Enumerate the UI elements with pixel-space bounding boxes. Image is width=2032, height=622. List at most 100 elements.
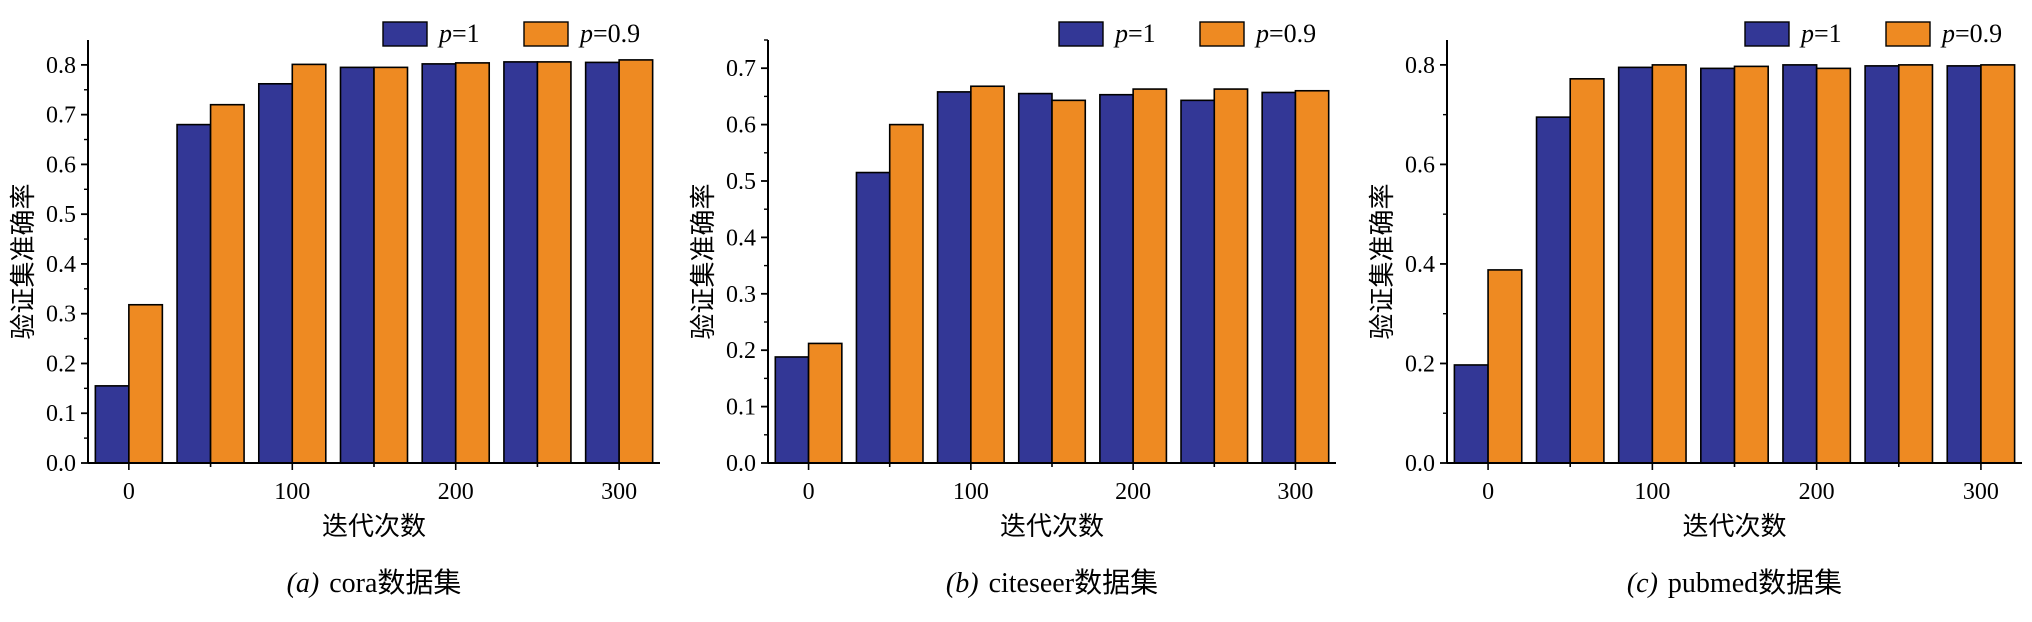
legend-p09-label: p=0.9 bbox=[578, 19, 640, 48]
y-tick-label: 0.4 bbox=[46, 252, 76, 278]
caption-dataset-name: citeseer bbox=[989, 568, 1075, 599]
chart-panel-2: 0.0 0.1 0.2 0.3 0.4 0.5 0.6 0.7 0 100 200 300 迭代次数 验证… bbox=[689, 19, 1336, 599]
chart-panel-1: 0.0 0.1 0.2 0.3 0.4 0.5 0.6 0.7 0.8 0 100 200 300 迭代次… bbox=[9, 19, 660, 599]
bar-p09-50 bbox=[888, 123, 924, 464]
x-tick-label: 0 bbox=[803, 479, 815, 505]
legend-var: p bbox=[437, 19, 452, 48]
bar-p09-250 bbox=[536, 61, 572, 464]
legend-p1-swatch bbox=[1058, 21, 1104, 47]
legend-p09-label: p=0.9 bbox=[1254, 19, 1316, 48]
bar-p09-0 bbox=[128, 303, 164, 464]
bar-p1-250 bbox=[1864, 65, 1900, 464]
bar-p09-300 bbox=[1294, 89, 1330, 464]
bar-p1-0 bbox=[1453, 364, 1489, 464]
x-tick-label: 300 bbox=[1963, 479, 1999, 505]
x-tick-label: 300 bbox=[1277, 479, 1313, 505]
bar-p1-150 bbox=[1700, 67, 1736, 464]
caption-panel-label: (b) bbox=[946, 568, 979, 599]
legend-p09-label: p=0.9 bbox=[1940, 19, 2002, 48]
legend-p1-swatch bbox=[1744, 21, 1790, 47]
x-axis-title: 迭代次数 bbox=[1000, 512, 1104, 541]
x-tick-label: 200 bbox=[1799, 479, 1835, 505]
y-tick-label: 0.7 bbox=[726, 56, 756, 82]
y-tick-label: 0.4 bbox=[1405, 252, 1435, 278]
bar-p09-150 bbox=[373, 66, 409, 464]
bar-p09-300 bbox=[1980, 64, 2016, 464]
x-tick-label: 100 bbox=[274, 479, 310, 505]
bar-p1-150 bbox=[1017, 92, 1053, 464]
bar-p09-150 bbox=[1051, 99, 1087, 464]
bar-p1-100 bbox=[936, 91, 972, 464]
bar-p09-100 bbox=[1651, 64, 1687, 464]
x-tick-label: 0 bbox=[1482, 479, 1494, 505]
y-tick-label: 0.6 bbox=[1405, 152, 1435, 178]
legend-p09-swatch bbox=[1199, 21, 1245, 47]
y-tick-label: 0.2 bbox=[1405, 351, 1435, 377]
x-tick-label: 100 bbox=[953, 479, 989, 505]
y-tick-label: 0.3 bbox=[46, 302, 76, 328]
caption-panel-label: (a) bbox=[287, 568, 320, 599]
bar-p1-200 bbox=[421, 63, 457, 464]
legend: p=1 p=0.9 bbox=[1744, 19, 2002, 48]
bar-p09-100 bbox=[970, 85, 1005, 464]
bar-p09-50 bbox=[1569, 78, 1605, 464]
bar-p09-100 bbox=[291, 63, 327, 464]
legend-value: =0.9 bbox=[1269, 19, 1316, 48]
y-axis-title: 验证集准确率 bbox=[689, 183, 718, 339]
x-tick-label: 100 bbox=[1634, 479, 1670, 505]
legend-value: =0.9 bbox=[593, 19, 640, 48]
caption-suffix: 数据集 bbox=[1074, 567, 1158, 599]
panel-caption: (c) pubmed数据集 bbox=[1627, 567, 1842, 599]
y-tick-label: 0.6 bbox=[726, 113, 756, 139]
bar-p1-100 bbox=[1617, 66, 1654, 464]
y-tick-label: 0.1 bbox=[726, 395, 756, 421]
x-tick-label: 200 bbox=[438, 479, 474, 505]
y-tick-label: 0.0 bbox=[726, 451, 756, 477]
y-tick-label: 0.5 bbox=[46, 202, 76, 228]
legend-p09-swatch bbox=[523, 21, 569, 47]
bar-p09-200 bbox=[454, 62, 491, 464]
legend-value: =0.9 bbox=[1955, 19, 2002, 48]
bar-p09-0 bbox=[1487, 269, 1523, 464]
bar-p1-100 bbox=[257, 82, 294, 464]
bar-p1-250 bbox=[1180, 99, 1216, 464]
bar-p09-250 bbox=[1213, 88, 1249, 464]
bar-p1-50 bbox=[1535, 116, 1572, 464]
panel-caption: (a) cora数据集 bbox=[287, 567, 462, 599]
y-tick-label: 0.2 bbox=[726, 338, 756, 364]
y-tick-label: 0.8 bbox=[1405, 53, 1435, 79]
legend-var: p bbox=[1799, 19, 1814, 48]
y-axis-title: 验证集准确率 bbox=[1368, 183, 1397, 339]
legend-p09-swatch bbox=[1885, 21, 1931, 47]
legend-var: p bbox=[1254, 19, 1269, 48]
panel-caption: (b) citeseer数据集 bbox=[946, 567, 1158, 599]
legend-var: p bbox=[1113, 19, 1128, 48]
legend-p1-label: p=1 bbox=[1113, 19, 1156, 48]
y-tick-label: 0.6 bbox=[46, 152, 76, 178]
legend: p=1 p=0.9 bbox=[382, 19, 640, 48]
y-tick-label: 0.4 bbox=[726, 225, 756, 251]
caption-suffix: 数据集 bbox=[1758, 567, 1842, 599]
legend: p=1 p=0.9 bbox=[1058, 19, 1316, 48]
x-tick-label: 200 bbox=[1115, 479, 1151, 505]
x-tick-label: 0 bbox=[123, 479, 135, 505]
legend-var: p bbox=[578, 19, 593, 48]
legend-var: p bbox=[1940, 19, 1955, 48]
bar-p09-300 bbox=[618, 59, 654, 464]
bar-p09-50 bbox=[209, 103, 245, 464]
bar-p1-50 bbox=[855, 171, 891, 464]
bar-p1-0 bbox=[94, 385, 130, 464]
legend-p1-label: p=1 bbox=[1799, 19, 1842, 48]
caption-suffix: 数据集 bbox=[377, 567, 461, 599]
legend-p1-swatch bbox=[382, 21, 428, 47]
legend-value: =1 bbox=[1814, 19, 1842, 48]
bar-p09-200 bbox=[1132, 88, 1168, 464]
x-axis-title: 迭代次数 bbox=[322, 512, 426, 541]
y-tick-label: 0.0 bbox=[46, 451, 76, 477]
legend-value: =1 bbox=[452, 19, 480, 48]
bar-p09-200 bbox=[1815, 67, 1852, 464]
bar-p1-300 bbox=[1261, 91, 1297, 464]
legend-value: =1 bbox=[1128, 19, 1156, 48]
x-axis-title: 迭代次数 bbox=[1682, 512, 1786, 541]
